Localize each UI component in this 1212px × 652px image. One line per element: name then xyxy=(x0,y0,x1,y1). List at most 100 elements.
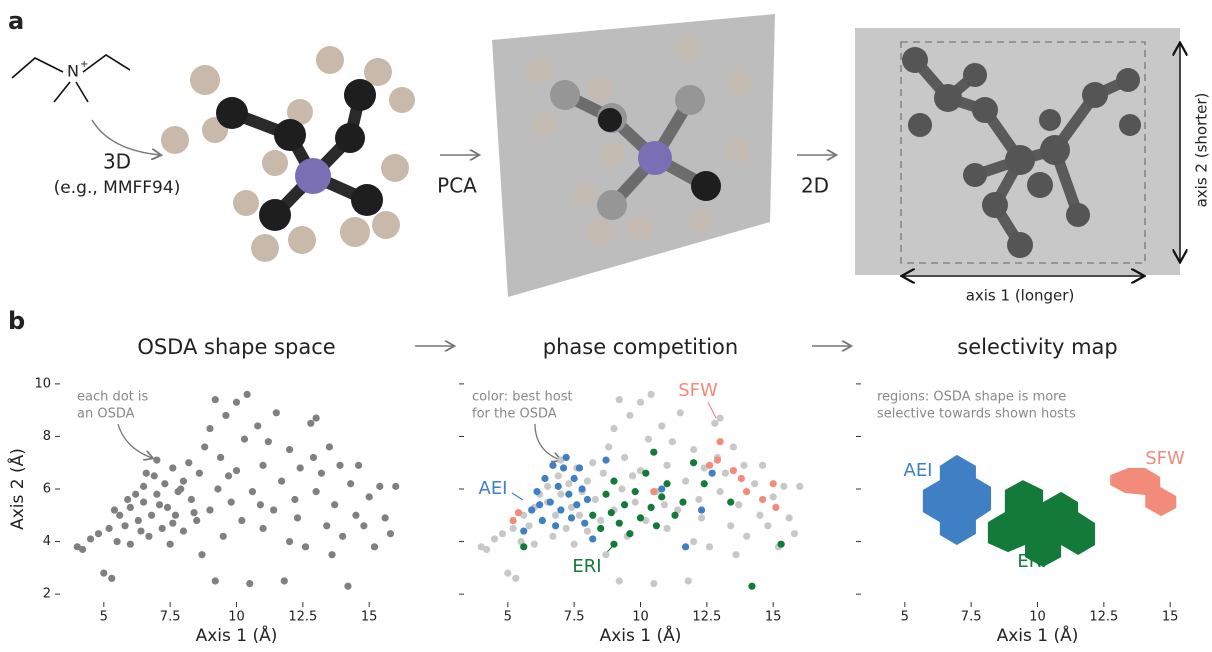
point xyxy=(294,514,301,521)
point xyxy=(167,541,174,548)
point xyxy=(352,512,359,519)
point xyxy=(116,512,123,519)
series-label: ERI xyxy=(1017,551,1046,572)
point xyxy=(663,525,670,532)
point xyxy=(738,475,745,482)
annotation: selective towards shown hosts xyxy=(877,407,1076,422)
point xyxy=(743,488,750,495)
point xyxy=(528,506,535,513)
point xyxy=(565,491,572,498)
point xyxy=(605,443,612,450)
point xyxy=(610,425,617,432)
point xyxy=(778,541,785,548)
point xyxy=(732,551,739,558)
point xyxy=(220,533,227,540)
region xyxy=(923,455,991,545)
point xyxy=(637,399,644,406)
point xyxy=(520,543,527,550)
point xyxy=(610,541,617,548)
series-label: SFW xyxy=(1145,448,1185,469)
point xyxy=(307,420,314,427)
point xyxy=(225,472,232,479)
point xyxy=(695,496,702,503)
point xyxy=(565,480,572,487)
point xyxy=(555,483,562,490)
point xyxy=(549,462,556,469)
point xyxy=(323,522,330,529)
x-axis-label: Axis 1 (Å) xyxy=(997,624,1079,646)
y-tick-label: 4 xyxy=(43,534,51,549)
point xyxy=(382,514,389,521)
point xyxy=(347,480,354,487)
point xyxy=(278,478,285,485)
series-label: SFW xyxy=(678,380,718,401)
point xyxy=(602,456,609,463)
point xyxy=(589,459,596,466)
point xyxy=(616,520,623,527)
label-pointer xyxy=(512,493,523,500)
point xyxy=(310,454,317,461)
annotation-arrow xyxy=(535,424,560,460)
point xyxy=(190,509,197,516)
point xyxy=(552,522,559,529)
point xyxy=(772,504,779,511)
point xyxy=(541,475,548,482)
x-tick-label: 5 xyxy=(901,610,909,625)
axis-label: axis 1 (longer) xyxy=(966,287,1075,305)
point xyxy=(313,414,320,421)
point xyxy=(108,575,115,582)
point xyxy=(201,443,208,450)
point xyxy=(669,438,676,445)
point xyxy=(597,517,604,524)
point xyxy=(206,425,213,432)
point xyxy=(661,501,668,508)
point xyxy=(568,514,575,521)
point xyxy=(584,478,591,485)
point xyxy=(706,543,713,550)
point xyxy=(512,575,519,582)
point xyxy=(504,569,511,576)
annotation-arrow xyxy=(118,424,152,458)
point xyxy=(228,499,235,506)
point xyxy=(573,501,580,508)
point xyxy=(740,462,747,469)
panel-label: a xyxy=(8,7,24,35)
point xyxy=(180,478,187,485)
point xyxy=(735,501,742,508)
y-tick-label: 10 xyxy=(34,376,51,391)
point xyxy=(658,485,665,492)
step-note: (e.g., MMFF94) xyxy=(54,178,181,198)
point xyxy=(318,470,325,477)
point xyxy=(246,580,253,587)
point xyxy=(254,422,261,429)
point xyxy=(653,522,660,529)
point xyxy=(198,551,205,558)
point xyxy=(169,520,176,527)
point xyxy=(244,391,251,398)
annotation: color: best host xyxy=(472,390,573,405)
point xyxy=(531,541,538,548)
point xyxy=(717,414,724,421)
point xyxy=(648,504,655,511)
point xyxy=(286,446,293,453)
point xyxy=(121,522,128,529)
x-tick-label: 10 xyxy=(632,610,649,625)
point xyxy=(600,470,607,477)
point xyxy=(525,522,532,529)
point xyxy=(730,443,737,450)
point xyxy=(143,470,150,477)
point xyxy=(270,506,277,513)
point xyxy=(392,483,399,490)
point xyxy=(180,527,187,534)
point xyxy=(557,491,564,498)
point xyxy=(491,535,498,542)
point xyxy=(621,454,628,461)
point xyxy=(281,577,288,584)
point xyxy=(196,470,203,477)
y-tick-label: 6 xyxy=(43,482,51,497)
point xyxy=(642,470,649,477)
point xyxy=(212,577,219,584)
point xyxy=(626,530,633,537)
chart-title: selectivity map xyxy=(957,335,1117,359)
point xyxy=(581,520,588,527)
